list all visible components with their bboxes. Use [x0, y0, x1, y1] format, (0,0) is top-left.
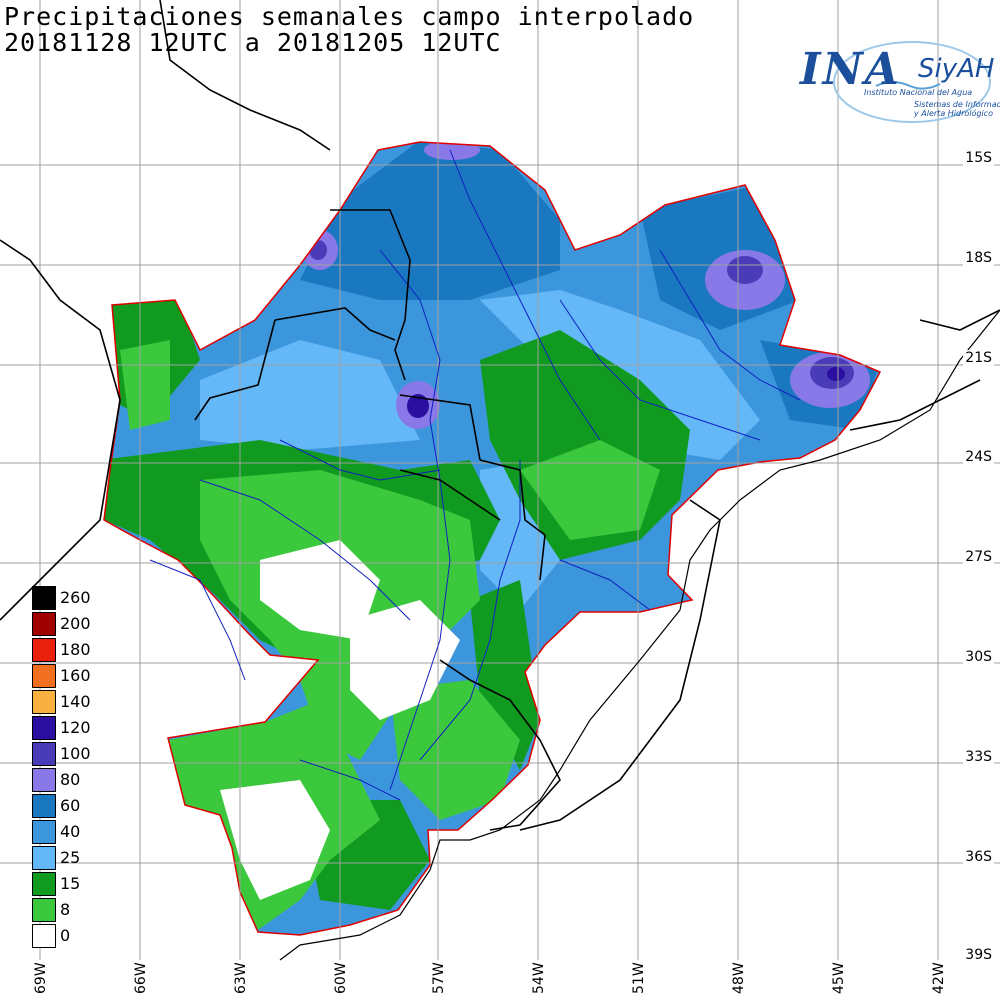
legend-label: 140: [60, 692, 91, 711]
legend-swatch: [32, 586, 56, 610]
legend-swatch: [32, 846, 56, 870]
legend-label: 25: [60, 848, 81, 867]
latitude-label: 27S: [963, 549, 994, 565]
legend-label: 15: [60, 874, 81, 893]
legend-item: 160: [32, 664, 152, 690]
legend-item: 200: [32, 612, 152, 638]
legend-item: 140: [32, 690, 152, 716]
latitude-label: 39S: [963, 947, 994, 963]
latitude-label: 33S: [963, 749, 994, 765]
legend-label: 180: [60, 640, 91, 659]
longitude-label: 51W: [631, 962, 647, 994]
legend-swatch: [32, 742, 56, 766]
longitude-label: 45W: [831, 962, 847, 994]
legend-swatch: [32, 690, 56, 714]
legend-item: 40: [32, 820, 152, 846]
legend-label: 100: [60, 744, 91, 763]
legend-item: 15: [32, 872, 152, 898]
logo-tagline: Sistemas de Información y Alerta Hidroló…: [914, 100, 1000, 118]
longitude-label: 66W: [133, 962, 149, 994]
map-period: 20181128 12UTC a 20181205 12UTC: [4, 28, 502, 57]
longitude-label: 69W: [33, 962, 49, 994]
longitude-label: 60W: [333, 962, 349, 994]
legend-item: 180: [32, 638, 152, 664]
legend-item: 260: [32, 586, 152, 612]
latitude-label: 24S: [963, 449, 994, 465]
coastline: [279, 309, 1000, 961]
legend-label: 60: [60, 796, 81, 815]
logo-swoosh-icon: [833, 41, 991, 123]
legend-label: 160: [60, 666, 91, 685]
legend-item: 80: [32, 768, 152, 794]
legend-swatch: [32, 664, 56, 688]
latitude-label: 21S: [963, 350, 994, 366]
legend-swatch: [32, 612, 56, 636]
latitude-label: 18S: [963, 250, 994, 266]
legend-label: 120: [60, 718, 91, 737]
legend-swatch: [32, 872, 56, 896]
longitude-label: 63W: [233, 962, 249, 994]
ina-siyah-logo: INA SiyAH Instituto Nacional del Agua Si…: [792, 34, 1000, 130]
legend-label: 80: [60, 770, 81, 789]
graticule: [0, 0, 1000, 960]
legend-swatch: [32, 794, 56, 818]
logo-tagline-2: y Alerta Hidrológico: [914, 109, 993, 118]
latitude-label: 15S: [963, 150, 994, 166]
latitude-label: 30S: [963, 649, 994, 665]
legend-item: 8: [32, 898, 152, 924]
legend-swatch: [32, 924, 56, 948]
longitude-label: 54W: [531, 962, 547, 994]
logo-tagline-1: Sistemas de Información: [914, 100, 1000, 109]
legend-label: 200: [60, 614, 91, 633]
logo-org: Instituto Nacional del Agua: [864, 88, 973, 97]
legend-item: 25: [32, 846, 152, 872]
legend-swatch: [32, 820, 56, 844]
map-title: Precipitaciones semanales campo interpol…: [4, 2, 695, 31]
logo-name: INA: [800, 44, 901, 95]
longitude-label: 57W: [431, 962, 447, 994]
country-borders: [0, 0, 1000, 831]
legend-item: 120: [32, 716, 152, 742]
longitude-label: 42W: [931, 962, 947, 994]
logo-system: SiyAH: [918, 54, 995, 84]
legend-item: 0: [32, 924, 152, 950]
legend-swatch: [32, 768, 56, 792]
legend-item: 100: [32, 742, 152, 768]
legend-label: 260: [60, 588, 91, 607]
legend-swatch: [32, 898, 56, 922]
longitude-label: 48W: [731, 962, 747, 994]
legend-label: 40: [60, 822, 81, 841]
latitude-label: 36S: [963, 849, 994, 865]
legend-swatch: [32, 716, 56, 740]
legend-label: 8: [60, 900, 71, 919]
precipitation-legend: 260 200 180 160 140 120 100 80 60 40 25 15 8 0: [32, 586, 152, 950]
legend-item: 60: [32, 794, 152, 820]
legend-swatch: [32, 638, 56, 662]
rivers: [149, 149, 801, 801]
legend-label: 0: [60, 926, 71, 945]
